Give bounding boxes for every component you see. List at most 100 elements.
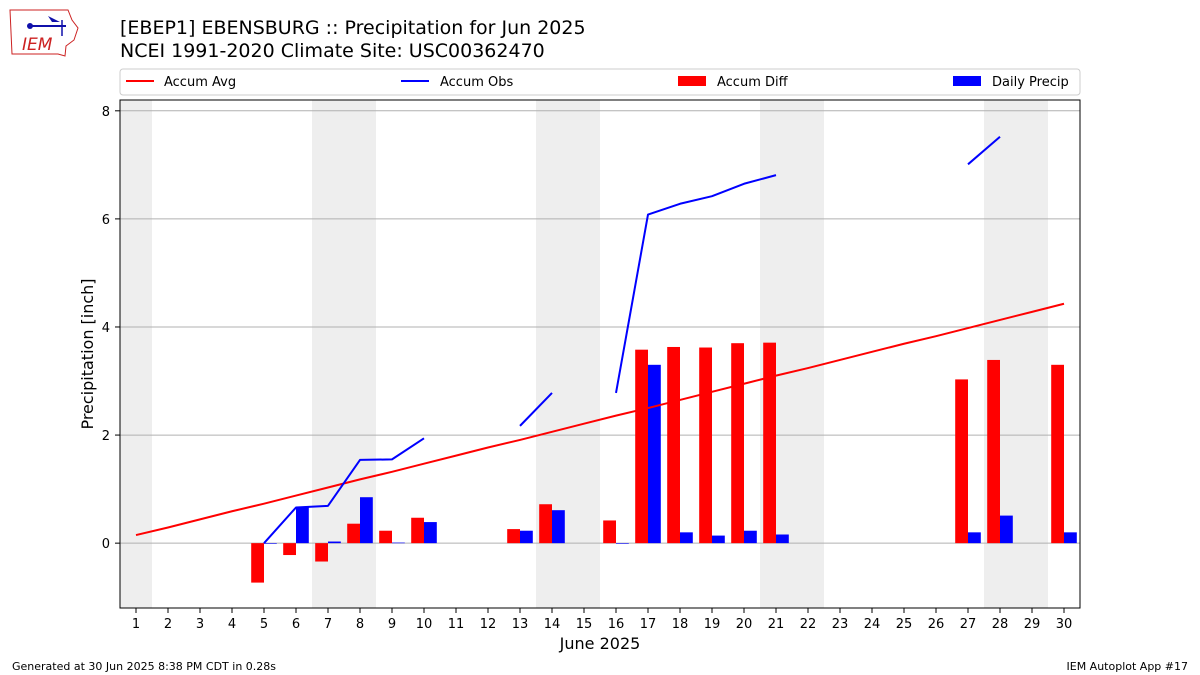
x-tick-label: 12 bbox=[480, 617, 497, 632]
weekend-shade bbox=[312, 100, 344, 608]
app-label: IEM Autoplot App #17 bbox=[1066, 660, 1189, 673]
daily-precip-bar bbox=[264, 543, 277, 544]
accum-diff-bar bbox=[251, 543, 264, 583]
daily-precip-bar bbox=[1064, 532, 1077, 544]
daily-precip-bar bbox=[712, 535, 725, 544]
generated-timestamp: Generated at 30 Jun 2025 8:38 PM CDT in … bbox=[12, 660, 277, 673]
accum-obs-line bbox=[519, 392, 553, 427]
x-tick-label: 9 bbox=[388, 617, 396, 632]
x-tick-label: 1 bbox=[132, 617, 140, 632]
x-tick-label: 10 bbox=[416, 617, 433, 632]
chart-title: [EBEP1] EBENSBURG :: Precipitation for J… bbox=[120, 17, 586, 39]
gridlines bbox=[120, 110, 1080, 544]
iowa-outline-icon bbox=[9, 9, 79, 57]
x-tick-label: 26 bbox=[928, 617, 945, 632]
accum-diff-bar bbox=[347, 523, 360, 544]
x-tick-label: 5 bbox=[260, 617, 268, 632]
daily-precip-bar bbox=[744, 530, 757, 544]
weekend-shade bbox=[792, 100, 824, 608]
legend: Accum Avg Accum Obs Accum Diff Daily Pre… bbox=[119, 68, 1081, 96]
y-tick-label: 8 bbox=[102, 105, 110, 120]
accum-obs-line bbox=[615, 174, 777, 394]
accum-diff-bar bbox=[539, 504, 552, 544]
x-tick-label: 29 bbox=[1024, 617, 1041, 632]
x-tick-label: 22 bbox=[800, 617, 817, 632]
y-tick-label: 6 bbox=[102, 213, 110, 228]
x-tick-label: 23 bbox=[832, 617, 849, 632]
legend-swatch-accum-diff bbox=[678, 76, 706, 86]
accum-diff-bar bbox=[603, 520, 616, 544]
weekend-shade bbox=[120, 100, 152, 608]
x-tick-label: 14 bbox=[544, 617, 561, 632]
x-tick-label: 30 bbox=[1056, 617, 1073, 632]
daily-precip-bar bbox=[296, 507, 309, 544]
legend-frame bbox=[119, 68, 1081, 96]
daily-precip-bar bbox=[520, 530, 533, 544]
accum-diff-bar bbox=[955, 379, 968, 544]
chart-subtitle: NCEI 1991-2020 Climate Site: USC00362470 bbox=[120, 40, 545, 62]
y-axis-label: Precipitation [inch] bbox=[78, 278, 97, 429]
daily-precip-bar bbox=[552, 510, 565, 544]
daily-precip-bar bbox=[968, 532, 981, 544]
accum-diff-bar bbox=[411, 517, 424, 544]
x-tick-label: 4 bbox=[228, 617, 236, 632]
accum-diff-bar bbox=[699, 347, 712, 544]
legend-label-accum-avg: Accum Avg bbox=[164, 75, 236, 90]
daily-precip-bar bbox=[424, 522, 437, 544]
accum-obs-line bbox=[263, 437, 425, 544]
accum-avg-line bbox=[135, 302, 1065, 537]
accum-diff-bar bbox=[667, 346, 680, 544]
logo-text: IEM bbox=[22, 35, 53, 55]
daily-precip-bar bbox=[616, 543, 629, 544]
accum-diff-bar bbox=[315, 543, 328, 562]
accum-diff-bar bbox=[283, 543, 296, 556]
daily-precip-bar bbox=[776, 534, 789, 544]
y-tick-label: 4 bbox=[102, 321, 110, 336]
daily-precip-bar bbox=[648, 364, 661, 544]
x-tick-label: 20 bbox=[736, 617, 753, 632]
x-tick-label: 2 bbox=[164, 617, 172, 632]
daily-precip-bar bbox=[360, 497, 373, 544]
iem-logo: IEM bbox=[9, 9, 79, 57]
accum-diff-bar bbox=[987, 359, 1000, 544]
x-tick-label: 28 bbox=[992, 617, 1009, 632]
plot-frame bbox=[119, 99, 1081, 609]
x-tick-label: 18 bbox=[672, 617, 689, 632]
y-tick-label: 2 bbox=[102, 429, 110, 444]
accum-diff-bar bbox=[731, 343, 744, 544]
x-tick-label: 19 bbox=[704, 617, 721, 632]
x-tick-label: 11 bbox=[448, 617, 465, 632]
daily-precip-bar bbox=[392, 542, 405, 544]
accum-diff-bar bbox=[507, 529, 520, 544]
weekend-shade bbox=[1016, 100, 1048, 608]
lines bbox=[135, 135, 1065, 544]
accum-obs-line bbox=[967, 135, 1001, 166]
x-tick-label: 3 bbox=[196, 617, 204, 632]
accum-diff-bar bbox=[379, 530, 392, 544]
x-tick-label: 21 bbox=[768, 617, 785, 632]
weekend-shading bbox=[120, 100, 1048, 608]
x-tick-label: 27 bbox=[960, 617, 977, 632]
legend-label-accum-diff: Accum Diff bbox=[717, 75, 789, 90]
bars bbox=[251, 342, 1077, 583]
daily-precip-bar bbox=[328, 541, 341, 544]
x-axis-label: June 2025 bbox=[559, 634, 641, 653]
daily-precip-bar bbox=[1000, 515, 1013, 544]
x-tick-label: 6 bbox=[292, 617, 300, 632]
daily-precip-bar bbox=[680, 532, 693, 544]
legend-label-daily-precip: Daily Precip bbox=[992, 75, 1069, 90]
x-tick-label: 17 bbox=[640, 617, 657, 632]
x-tick-label: 25 bbox=[896, 617, 913, 632]
accum-diff-bar bbox=[635, 349, 648, 544]
x-tick-label: 7 bbox=[324, 617, 332, 632]
accum-diff-bar bbox=[1051, 364, 1064, 544]
x-tick-label: 15 bbox=[576, 617, 593, 632]
weekend-shade bbox=[568, 100, 600, 608]
legend-label-accum-obs: Accum Obs bbox=[440, 75, 513, 90]
accum-diff-bar bbox=[763, 342, 776, 544]
legend-swatch-daily-precip bbox=[953, 76, 981, 86]
x-tick-label: 24 bbox=[864, 617, 881, 632]
x-tick-label: 8 bbox=[356, 617, 364, 632]
